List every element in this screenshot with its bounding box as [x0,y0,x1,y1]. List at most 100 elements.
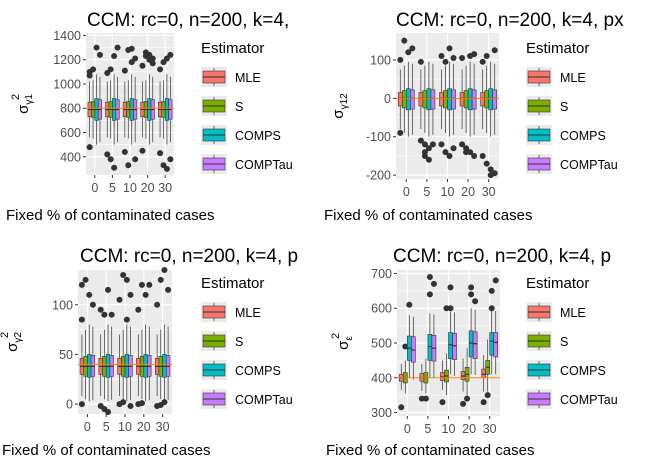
outlier-point [104,151,111,158]
outlier-point [446,152,453,159]
outlier-point [450,145,457,152]
box-comps [468,330,474,358]
outlier-point [459,141,466,148]
y-axis-label-superscript: 2 [10,94,22,100]
y-tick-label: 800 [60,102,81,116]
y-tick-label: 0 [384,92,391,106]
y-axis-label-superscript: 2 [330,333,342,339]
legend-title: Estimator [201,275,264,292]
legend-label: COMPS [235,129,281,143]
outlier-point [78,281,85,288]
outlier-point [405,49,412,56]
x-tick-label: 20 [462,422,476,436]
legend-label: MLE [235,306,261,320]
x-tick-label: 30 [483,422,497,436]
y-tick-label: 1000 [53,77,81,91]
outlier-point [111,164,118,171]
outlier-point [492,277,499,284]
legend-label: S [235,100,243,114]
y-tick-label: 100 [52,298,73,312]
outlier-point [90,66,97,73]
outlier-point [406,301,413,308]
panel-title: CCM: rc=0, n=200, k=4, p [80,246,298,267]
legend-label: COMPTau [235,158,293,172]
legend-label: S [560,335,568,349]
box-comps [448,332,453,359]
outlier-point [149,60,156,67]
outlier-point [438,141,445,148]
x-axis-label: Fixed % of contaminated cases [326,442,534,459]
outlier-point [86,144,93,151]
outlier-point [157,150,164,157]
box-comps [427,334,433,361]
box-comptau [493,332,499,358]
box-comps [489,332,495,356]
outlier-point [468,284,475,291]
outlier-point [439,399,446,406]
y-tick-label: 1200 [53,53,81,67]
outlier-point [438,53,445,60]
outlier-point [397,129,404,136]
x-tick-label: 5 [423,185,430,199]
outlier-point [138,400,145,407]
outlier-point [139,62,146,69]
outlier-point [397,56,404,63]
outlier-point [491,47,498,54]
y-axis-label-superscript: 2 [0,332,11,338]
legend-label: COMPS [560,364,606,378]
legend-title: Estimator [526,275,589,292]
y-axis-label: σγ1 [15,94,35,114]
outlier-point [161,399,168,406]
box-comptau [451,89,456,110]
x-tick-label: 30 [158,181,172,195]
outlier-point [93,44,100,51]
box-comptau [472,331,478,359]
box-comps [426,88,432,111]
outlier-point [425,145,432,152]
outlier-point [146,281,153,288]
box-comps [405,88,411,111]
box-comptau [430,89,436,110]
box-s [443,90,448,109]
outlier-point [471,152,478,159]
outlier-point [422,395,429,402]
outlier-point [142,291,149,298]
box-mle [439,92,444,107]
x-tick-label: 20 [137,420,151,434]
x-tick-label: 10 [123,181,137,195]
outlier-point [111,53,118,60]
outlier-point [154,301,161,308]
x-tick-label: 10 [118,420,132,434]
x-axis-label: Fixed % of contaminated cases [324,207,532,224]
outlier-point [167,156,174,163]
outlier-point [161,267,168,273]
outlier-point [446,45,453,52]
legend-label: COMPS [560,129,606,143]
outlier-point [484,392,491,399]
outlier-point [127,403,134,410]
outlier-point [417,58,424,65]
y-tick-label: -100 [366,130,391,144]
outlier-point [429,141,436,148]
box-comps [488,88,494,111]
outlier-point [472,298,479,305]
outlier-point [467,149,474,156]
outlier-point [401,37,408,44]
outlier-point [101,311,108,318]
box-comps [467,88,473,111]
x-tick-label: 0 [404,422,411,436]
x-tick-label: 0 [84,420,91,434]
legend-label: S [560,100,568,114]
x-tick-label: 30 [482,185,496,199]
legend-label: COMPTau [235,393,293,407]
y-tick-label: 300 [371,406,392,420]
legend-label: MLE [560,71,586,85]
legend-label: MLE [235,71,261,85]
y-axis-label: σγ2 [4,332,24,352]
y-tick-label: 400 [60,150,81,164]
x-tick-label: 20 [461,185,475,199]
outlier-point [450,54,457,61]
x-axis-label: Fixed % of contaminated cases [6,207,214,224]
box-mle [418,92,424,107]
box-mle [459,92,465,107]
